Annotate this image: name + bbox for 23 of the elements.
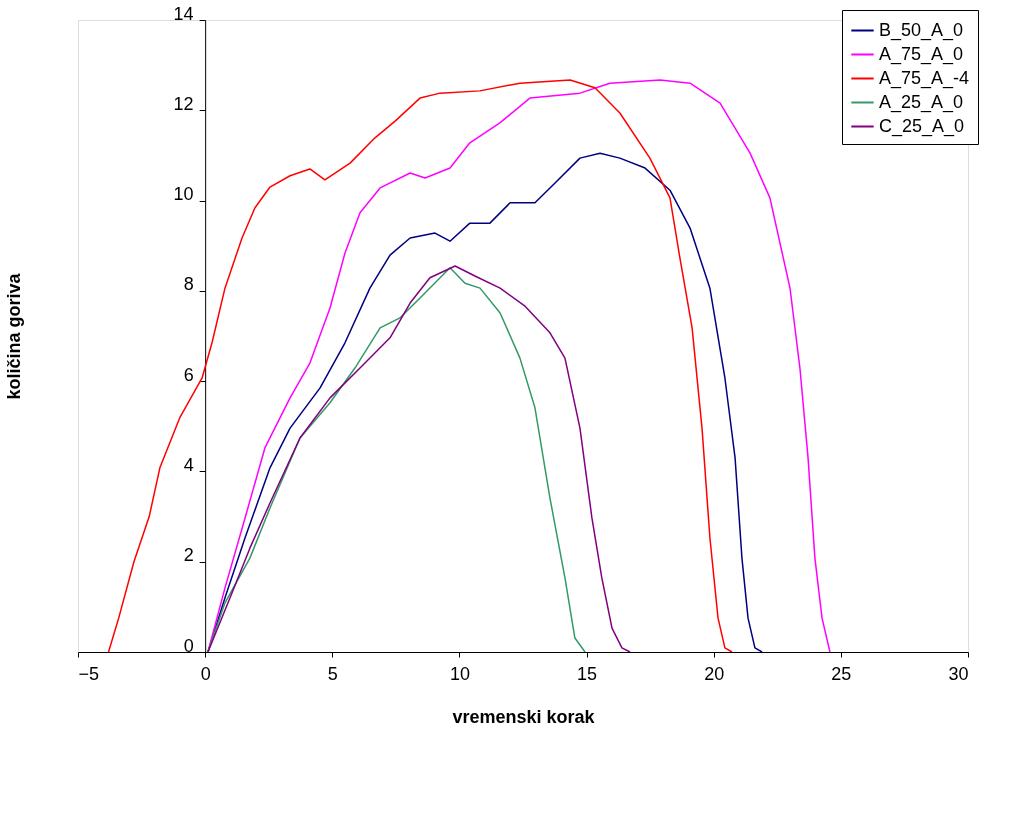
x-tick-label: 5	[327, 663, 338, 684]
x-tick-label: 20	[704, 663, 725, 684]
x-tick-label: 0	[200, 663, 211, 684]
x-tick-label: 30	[948, 663, 969, 684]
y-tick-label: 2	[183, 545, 194, 566]
x-tick-label: 10	[449, 663, 470, 684]
y-tick-label: 8	[183, 274, 194, 295]
x-tick-label: −5	[78, 663, 100, 684]
legend-label: B_50_A_0	[879, 19, 964, 41]
y-tick-label: 10	[173, 184, 194, 205]
legend-label: A_75_A_-4	[879, 67, 970, 89]
legend-label: A_25_A_0	[879, 91, 964, 113]
x-axis-title: vremenski korak	[452, 706, 596, 727]
legend-label: C_25_A_0	[879, 115, 965, 137]
y-tick-label: 12	[173, 93, 194, 114]
x-tick-label: 15	[577, 663, 598, 684]
y-tick-label: 6	[183, 364, 194, 385]
legend-label: A_75_A_0	[879, 43, 964, 65]
y-axis-title: količina goriva	[3, 272, 24, 400]
y-tick-label: 14	[173, 3, 194, 24]
y-tick-label: 4	[183, 454, 194, 475]
y-tick-label: 0	[183, 635, 194, 656]
x-tick-label: 25	[831, 663, 852, 684]
